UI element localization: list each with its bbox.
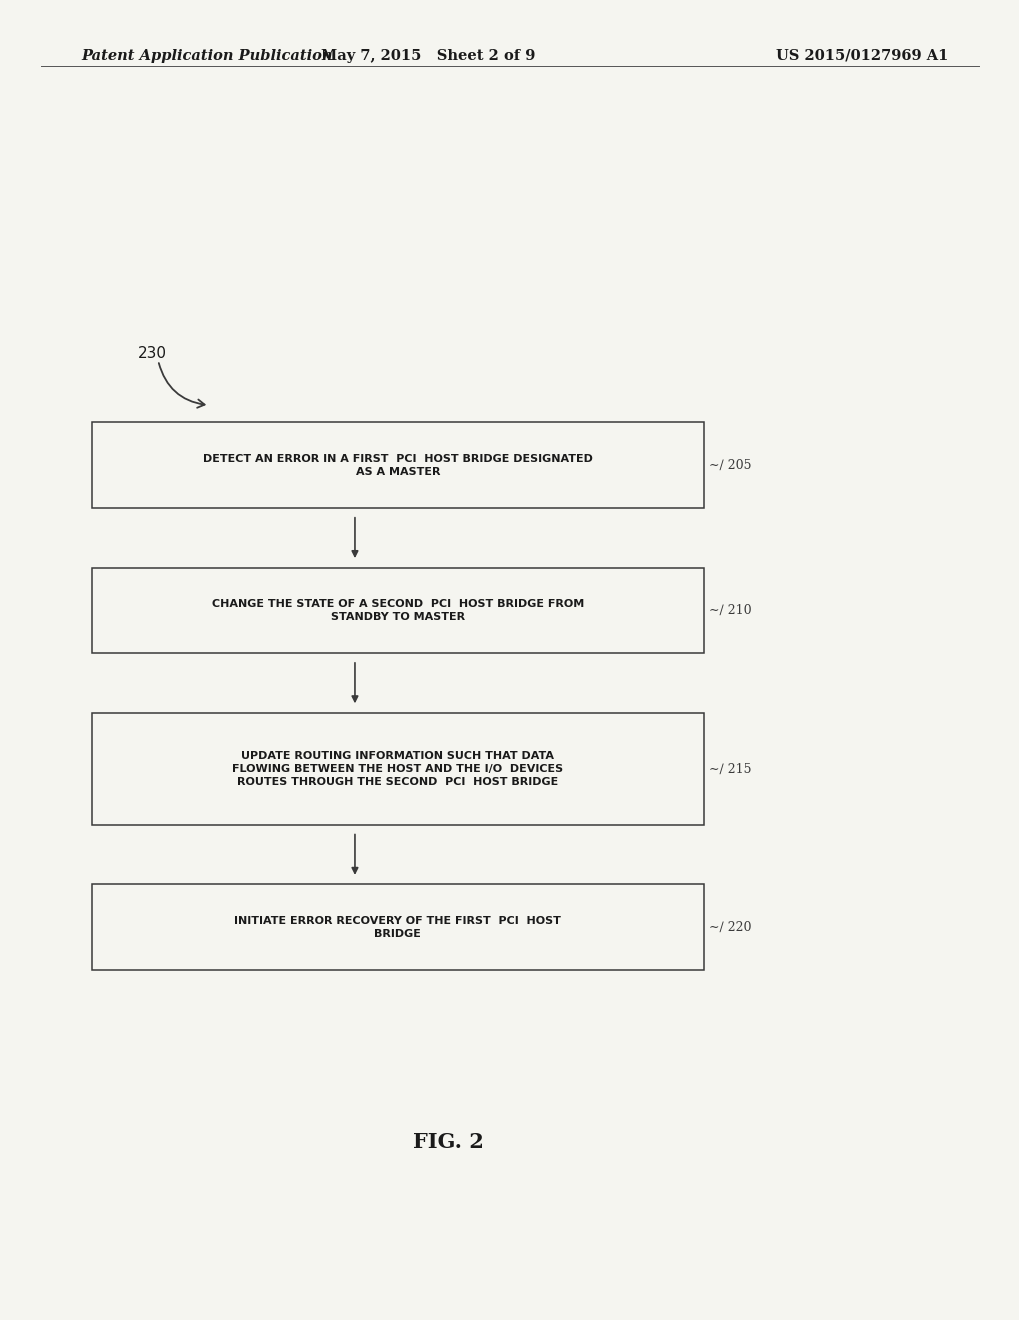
Text: CHANGE THE STATE OF A SECOND  PCI  HOST BRIDGE FROM
STANDBY TO MASTER: CHANGE THE STATE OF A SECOND PCI HOST BR… <box>212 599 583 622</box>
Text: ∼∕ 220: ∼∕ 220 <box>708 921 751 933</box>
Text: ∼∕ 210: ∼∕ 210 <box>708 605 751 616</box>
Text: UPDATE ROUTING INFORMATION SUCH THAT DATA
FLOWING BETWEEN THE HOST AND THE I/O  : UPDATE ROUTING INFORMATION SUCH THAT DAT… <box>232 751 562 787</box>
Text: ∼∕ 205: ∼∕ 205 <box>708 459 751 471</box>
Text: 230: 230 <box>138 346 166 360</box>
Text: INITIATE ERROR RECOVERY OF THE FIRST  PCI  HOST
BRIDGE: INITIATE ERROR RECOVERY OF THE FIRST PCI… <box>234 916 560 939</box>
Bar <box>92 422 703 508</box>
Text: US 2015/0127969 A1: US 2015/0127969 A1 <box>775 49 948 63</box>
Text: May 7, 2015   Sheet 2 of 9: May 7, 2015 Sheet 2 of 9 <box>321 49 535 63</box>
Text: DETECT AN ERROR IN A FIRST  PCI  HOST BRIDGE DESIGNATED
AS A MASTER: DETECT AN ERROR IN A FIRST PCI HOST BRID… <box>203 454 592 477</box>
Bar <box>92 884 703 970</box>
Text: FIG. 2: FIG. 2 <box>413 1131 484 1152</box>
FancyArrowPatch shape <box>159 363 205 408</box>
Bar <box>92 568 703 653</box>
Bar <box>92 713 703 825</box>
Text: Patent Application Publication: Patent Application Publication <box>82 49 333 63</box>
Text: ∼∕ 215: ∼∕ 215 <box>708 763 751 775</box>
